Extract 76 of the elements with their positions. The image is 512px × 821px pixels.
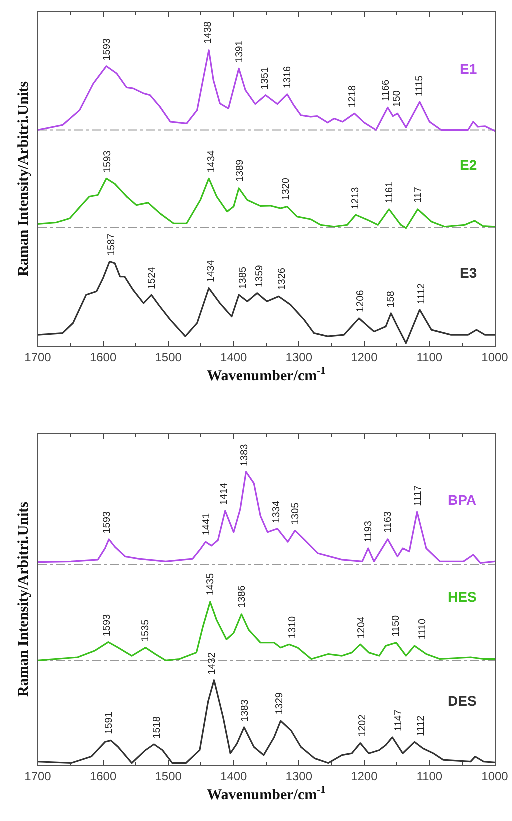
annotation: 1193: [363, 520, 374, 543]
annotation: 1305: [290, 502, 302, 526]
annotation: 1213: [350, 186, 362, 210]
annotation: 1432: [207, 652, 218, 675]
annotation: 117: [413, 186, 424, 204]
x-tick-label: 1300: [286, 770, 313, 784]
text: E1: [460, 61, 478, 77]
annotation: 1334: [272, 500, 283, 524]
annotation: 1524: [147, 266, 158, 290]
annotation: 1202: [357, 714, 368, 737]
x-tick-label: 1700: [24, 770, 52, 784]
annotation: 1147: [394, 710, 405, 732]
annotation: 1117: [412, 485, 424, 506]
annotation: 1112: [416, 283, 428, 304]
annotation: 1593: [102, 614, 114, 637]
x-tick-label: 1600: [90, 770, 117, 784]
x-tick-label: 1700: [24, 350, 52, 365]
text: E2: [460, 157, 478, 173]
annotation: 1389: [235, 159, 246, 182]
annotation: 1438: [203, 21, 214, 44]
annotation: 1386: [237, 585, 248, 608]
annotation: 1414: [219, 482, 230, 506]
x-tick-label: 1200: [351, 350, 378, 365]
annotation: 1115: [414, 75, 426, 97]
x-tick-label: 1000: [482, 770, 509, 784]
annotation: 1204: [356, 616, 368, 639]
annotation: 1166: [380, 79, 392, 102]
x-tick-label: 1500: [155, 770, 182, 784]
x-tick-label: 1200: [351, 770, 378, 784]
text: BPA: [448, 492, 477, 508]
annotation: 1593: [102, 38, 113, 61]
x-axis-title: Wavenumber/cm$^{-1}$: [207, 366, 326, 384]
x-tick-label: 1000: [482, 350, 509, 365]
x-tick-label: 1400: [220, 350, 248, 365]
annotation: 1161: [384, 181, 396, 204]
annotation: 1351: [260, 67, 271, 90]
text: DES: [448, 693, 477, 709]
text: HES: [448, 589, 477, 605]
annotation: 1435: [205, 572, 216, 596]
annotation: 1218: [348, 85, 358, 108]
annotation: 1518: [152, 716, 163, 739]
x-tick-label: 1400: [220, 770, 248, 784]
x-tick-label: 1300: [286, 350, 313, 365]
annotation: 1535: [140, 619, 152, 642]
y-axis-title: Raman Intensity/Arbitri.Units: [16, 81, 32, 277]
annotation: 1112: [416, 715, 428, 737]
x-tick-label: 1600: [90, 350, 117, 365]
annotation: 1110: [418, 618, 429, 640]
annotation: 1310: [288, 616, 298, 639]
annotation: 1385: [238, 266, 249, 290]
annotation: 150: [392, 90, 403, 108]
x-tick-label: 1100: [416, 770, 443, 784]
x-axis-title: Wavenumber/cm$^{-1}$: [207, 785, 326, 804]
annotation: 1329: [274, 692, 286, 715]
annotation: 1206: [356, 290, 366, 313]
annotation: 1150: [391, 614, 402, 637]
annotation: 1441: [202, 512, 212, 536]
annotation: 1320: [280, 178, 292, 200]
annotation: 1163: [383, 511, 394, 534]
y-axis-title: Raman Intensity/Arbitri.Units: [16, 502, 32, 698]
annotation: 1316: [282, 66, 294, 89]
annotation: 1593: [102, 511, 113, 534]
annotation: 1591: [104, 712, 115, 734]
x-tick-label: 1100: [416, 350, 443, 365]
text: E3: [460, 265, 478, 281]
annotation: 1434: [206, 150, 218, 173]
annotation: 1326: [277, 268, 288, 290]
annotation: 1593: [102, 150, 114, 174]
annotation: 1383: [240, 699, 251, 722]
annotation: 1587: [106, 233, 118, 256]
annotation: 1434: [206, 260, 217, 283]
x-tick-label: 1500: [155, 350, 182, 365]
annotation: 1359: [254, 264, 266, 288]
annotation: 1383: [239, 444, 250, 467]
annotation: 158: [386, 290, 397, 308]
annotation: 1391: [234, 40, 246, 63]
